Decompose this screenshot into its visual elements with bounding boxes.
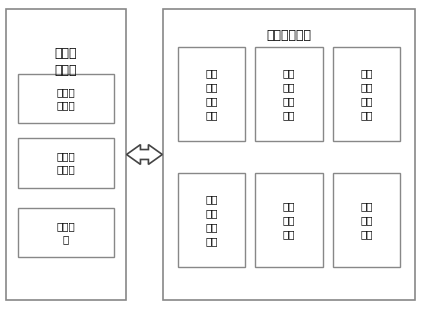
Text: 北斗
卫星
定位
模块: 北斗 卫星 定位 模块 [205,68,218,120]
Bar [255,173,323,267]
Bar [333,173,400,267]
Bar [333,47,400,141]
Text: 车载报警终端: 车载报警终端 [266,29,312,42]
Text: 重叠
区域
判断
模块: 重叠 区域 判断 模块 [360,68,373,120]
Polygon shape [127,145,163,164]
Bar [18,74,114,123]
Text: 超速
报警
模块: 超速 报警 模块 [283,201,295,239]
Bar [163,9,415,300]
Bar [178,47,245,141]
Bar [6,9,125,300]
Bar [18,138,114,188]
Text: 限速配
置模块: 限速配 置模块 [56,87,75,110]
Text: 规则配
置模块: 规则配 置模块 [56,151,75,175]
Text: 监控模
块: 监控模 块 [56,221,75,244]
Text: 报警
参数
确定
模块: 报警 参数 确定 模块 [205,194,218,246]
Text: 信息
上传
模块: 信息 上传 模块 [360,201,373,239]
Text: 中央监
管平台: 中央监 管平台 [55,47,77,77]
Bar [255,47,323,141]
Bar [178,173,245,267]
Text: 区域
类型
分析
模块: 区域 类型 分析 模块 [283,68,295,120]
Bar [18,208,114,257]
